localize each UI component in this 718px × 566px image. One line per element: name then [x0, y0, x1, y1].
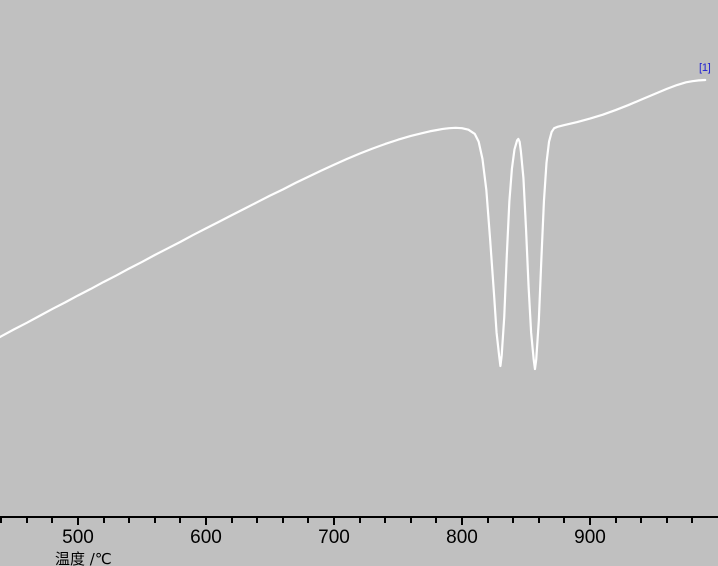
x-axis-minor-tick: [25, 518, 28, 523]
x-axis-minor-tick: [691, 518, 694, 523]
x-axis-minor-tick: [665, 518, 668, 523]
x-axis-minor-tick: [0, 518, 3, 523]
x-axis-minor-tick: [537, 518, 540, 523]
x-axis-major-tick: [461, 518, 463, 525]
x-axis-minor-tick: [640, 518, 643, 523]
x-axis-minor-tick: [409, 518, 412, 523]
x-axis-major-tick: [205, 518, 207, 525]
x-axis-minor-tick: [563, 518, 566, 523]
x-axis-tick-label: 900: [574, 527, 606, 548]
x-axis-major-tick: [333, 518, 335, 525]
x-axis-minor-tick: [435, 518, 438, 523]
x-axis-tick-label: 500: [62, 527, 94, 548]
x-axis-minor-tick: [128, 518, 131, 523]
x-axis-line: [0, 516, 718, 518]
x-axis-minor-tick: [179, 518, 182, 523]
x-axis-minor-tick: [102, 518, 105, 523]
x-axis-tick-label: 700: [318, 527, 350, 548]
plot-area: [1]: [0, 62, 711, 371]
x-axis-minor-tick: [153, 518, 156, 523]
x-axis-minor-tick: [486, 518, 489, 523]
x-axis-major-tick: [77, 518, 79, 525]
data-curve-svg: [0, 78, 707, 371]
x-axis-minor-tick: [230, 518, 233, 523]
x-axis-minor-tick: [512, 518, 515, 523]
data-series-line-1: [0, 78, 707, 371]
x-axis-minor-tick: [256, 518, 259, 523]
x-axis-region: 500 600 700 800 900 温度 /℃: [0, 516, 718, 566]
x-axis-minor-tick: [51, 518, 54, 523]
x-axis-minor-tick: [281, 518, 284, 523]
x-axis-tick-label: 600: [190, 527, 222, 548]
x-axis-major-tick: [589, 518, 591, 525]
x-axis-minor-tick: [384, 518, 387, 523]
x-axis-minor-tick: [614, 518, 617, 523]
x-axis-minor-tick: [307, 518, 310, 523]
x-axis-tick-label: 800: [446, 527, 478, 548]
x-axis-minor-tick: [358, 518, 361, 523]
x-axis-title: 温度 /℃: [55, 550, 112, 566]
series-label-1[interactable]: [1]: [699, 62, 711, 74]
